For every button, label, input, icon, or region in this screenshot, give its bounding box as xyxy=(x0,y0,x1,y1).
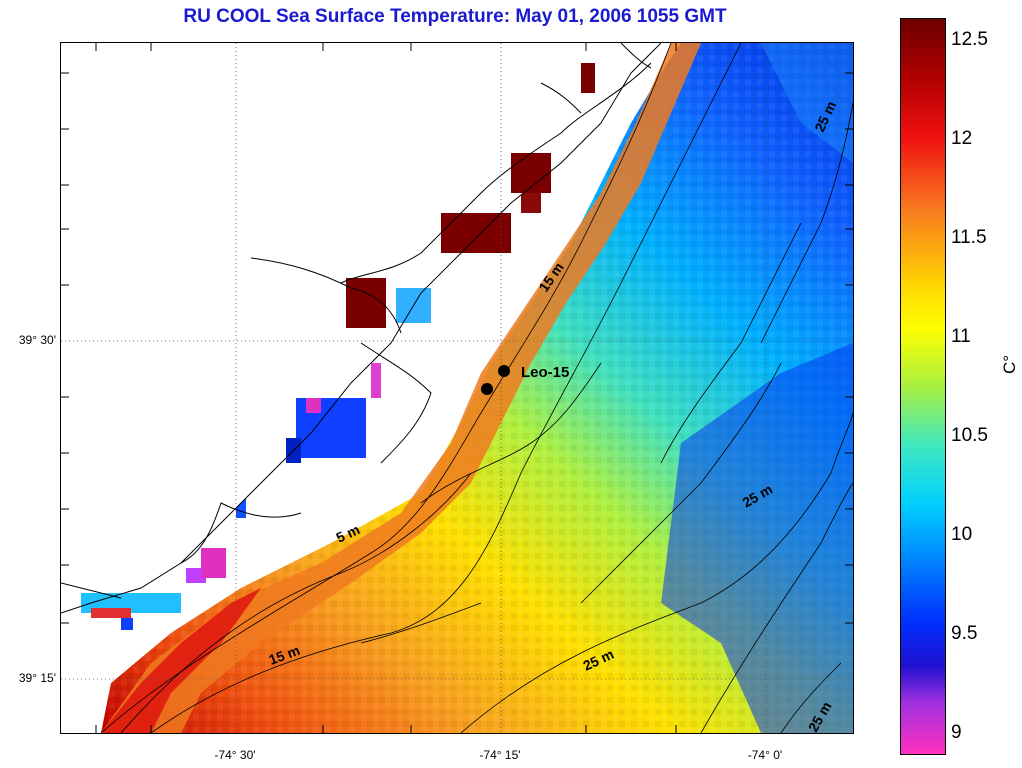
colorbar-tick-12-5: 12.5 xyxy=(951,29,988,50)
frame-ticks xyxy=(61,43,853,733)
lon-tick-74-30: -74° 30' xyxy=(214,748,256,762)
colorbar xyxy=(900,18,946,755)
sst-field xyxy=(101,43,853,733)
sst-map: Leo-15 15 m 5 m 15 m 25 m 25 m 25 m 25 m xyxy=(60,42,854,734)
colorbar-label: C° xyxy=(1000,354,1019,374)
colorbar-tick-10: 10 xyxy=(951,524,973,545)
station-label: Leo-15 xyxy=(521,364,569,381)
coastline xyxy=(61,43,662,614)
leo15-node-a xyxy=(498,365,510,377)
colorbar-tick-12: 12 xyxy=(951,128,973,149)
colorbar-tick-11-5: 11.5 xyxy=(951,227,987,248)
colorbar-tick-9: 9 xyxy=(951,722,962,743)
lat-tick-39-15: 39° 15' xyxy=(18,671,56,685)
isobaths xyxy=(100,43,853,733)
colorbar-tick-9-5: 9.5 xyxy=(951,623,978,644)
lon-tick-74-15: -74° 15' xyxy=(479,748,521,762)
marsh-pixels xyxy=(81,63,595,618)
map-title: RU COOL Sea Surface Temperature: May 01,… xyxy=(183,6,727,27)
colorbar-tick-11: 11 xyxy=(951,326,971,347)
graticule xyxy=(61,43,853,733)
lat-tick-39-30: 39° 30' xyxy=(18,333,56,347)
colorbar-tick-10-5: 10.5 xyxy=(951,425,988,446)
leo15-node-b xyxy=(481,383,493,395)
lon-tick-74-0: -74° 0' xyxy=(747,748,783,762)
